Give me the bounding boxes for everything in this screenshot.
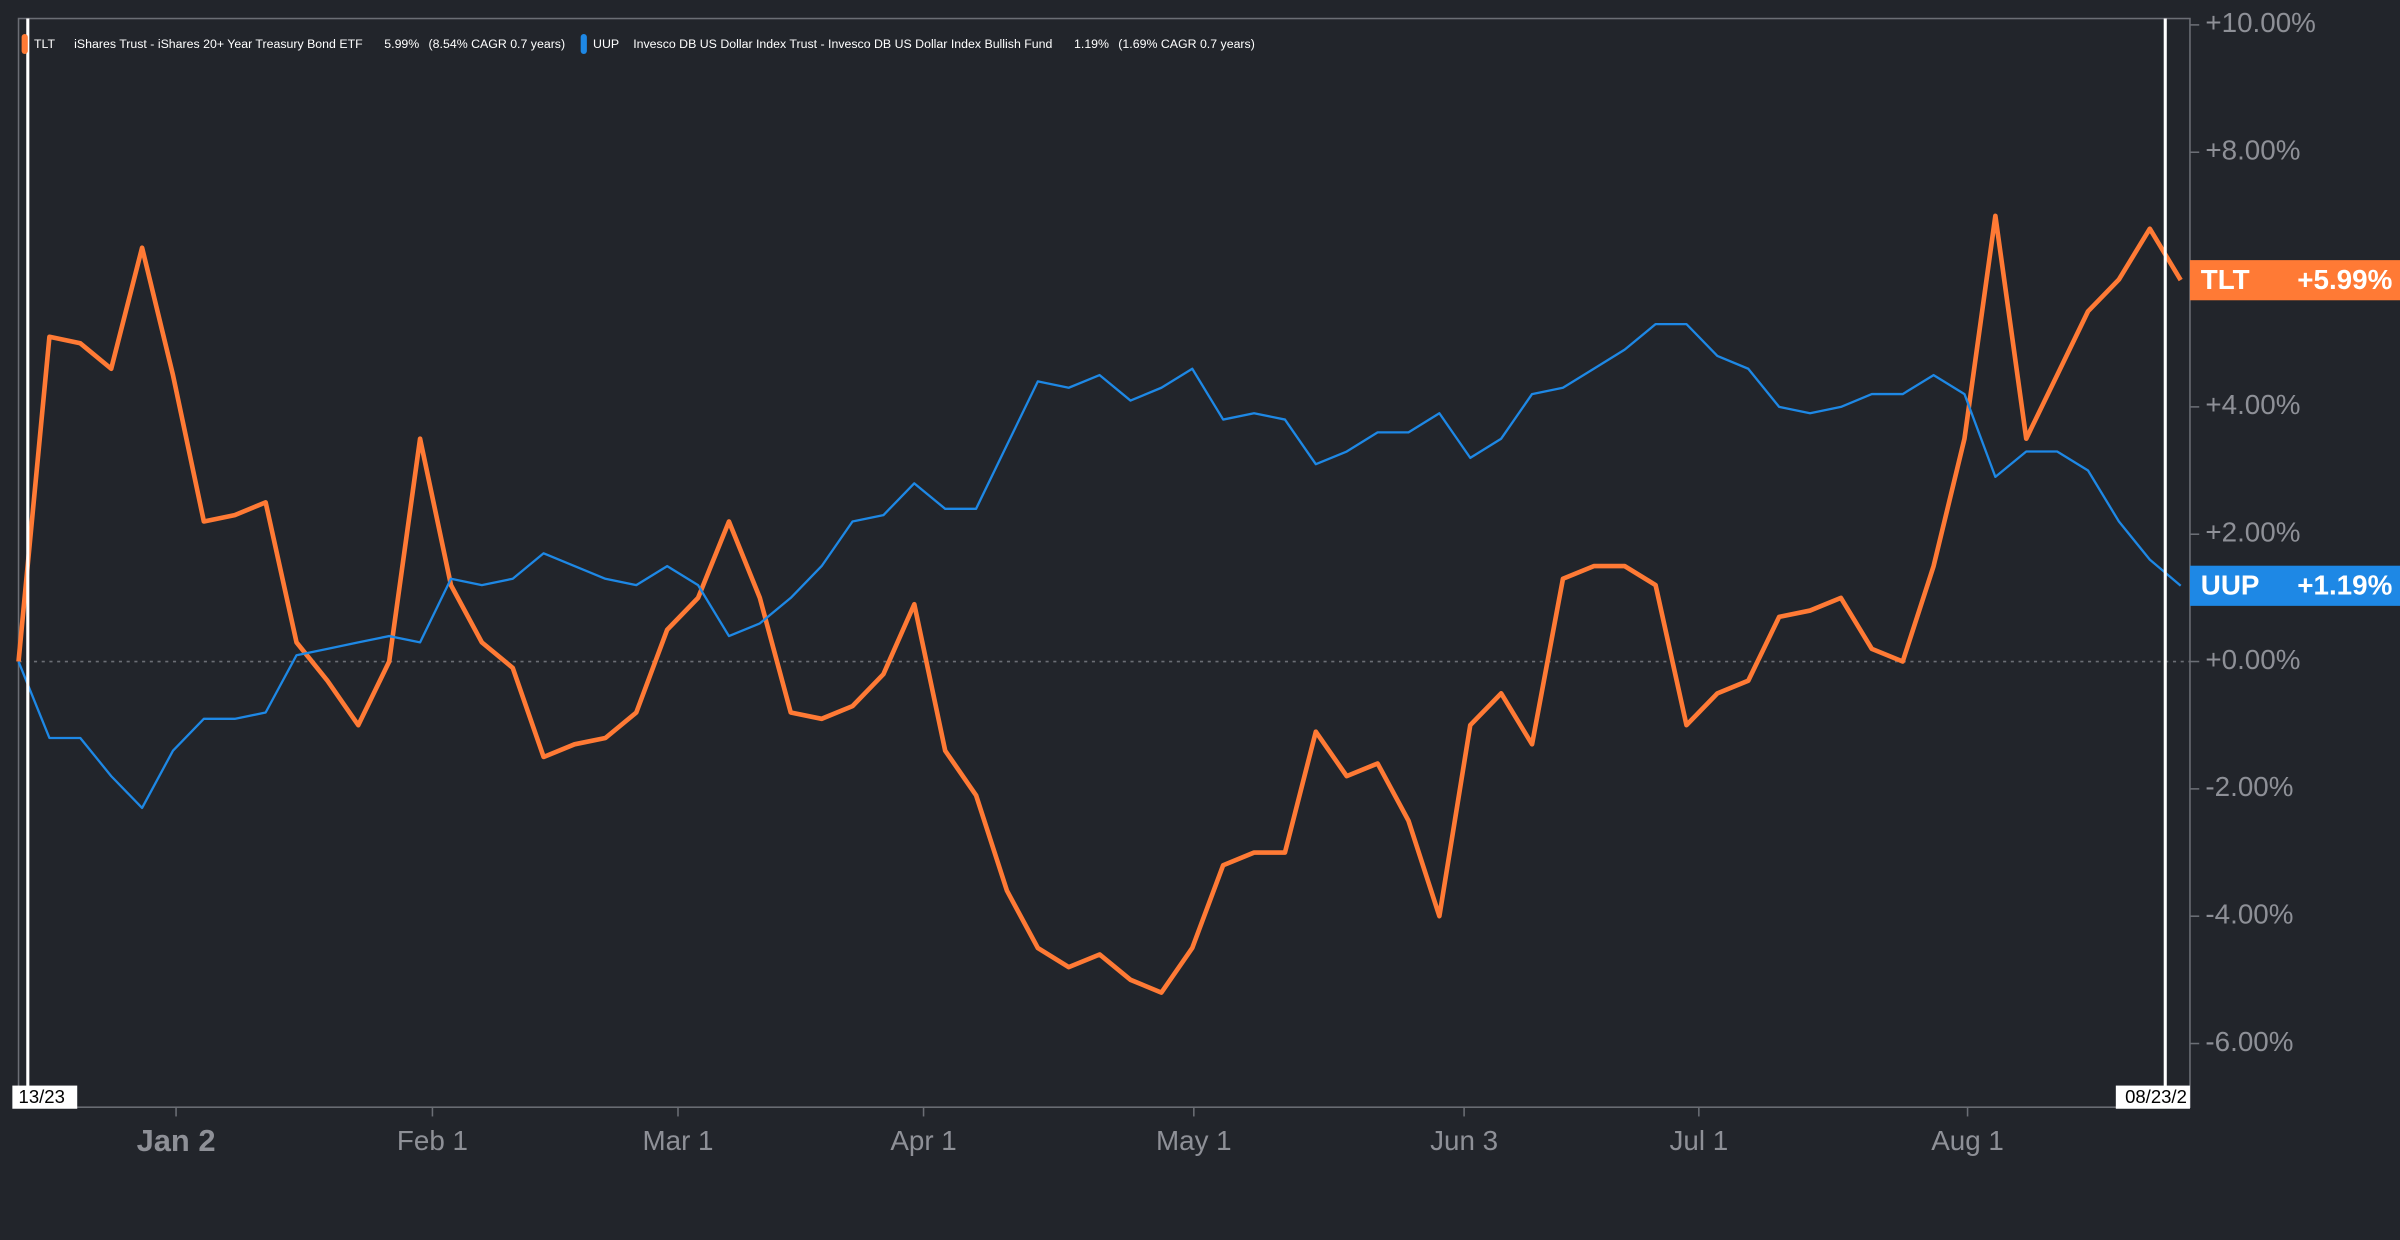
y-tick-label: +4.00% [2205, 389, 2300, 420]
legend-change: 1.19% [1074, 37, 1109, 51]
y-tick-label: +10.00% [2205, 7, 2315, 38]
plot-frame [17, 17, 2191, 1108]
legend-swatch [580, 33, 587, 55]
date-box [2115, 1085, 2190, 1109]
badge-value: +5.99% [2297, 264, 2392, 295]
legend-description: Invesco DB US Dollar Index Trust - Inves… [633, 37, 1052, 51]
y-tick-label: +8.00% [2205, 135, 2300, 166]
x-tick-label: Apr 1 [890, 1125, 956, 1156]
x-tick-label: Mar 1 [642, 1125, 713, 1156]
y-tick-label: +0.00% [2205, 644, 2300, 675]
series-line [17, 322, 2182, 810]
legend-swatch [21, 33, 28, 55]
legend-name: TLT [34, 37, 55, 51]
value-badge [2189, 260, 2400, 301]
start-date: 13/23 [19, 1086, 65, 1107]
x-tick-label: Feb 1 [397, 1125, 468, 1156]
y-tick-label: -2.00% [2205, 771, 2293, 802]
y-tick-label: -4.00% [2205, 899, 2293, 930]
series-line [16, 213, 2183, 995]
x-tick-label: May 1 [1156, 1125, 1232, 1156]
legend-description: iShares Trust - iShares 20+ Year Treasur… [74, 37, 363, 51]
y-tick-label: -6.00% [2205, 1026, 2293, 1057]
legend-cagr: (8.54% CAGR 0.7 years) [429, 37, 566, 51]
date-box [12, 1085, 78, 1109]
y-tick-label: +2.00% [2205, 517, 2300, 548]
x-tick-label: Jul 1 [1669, 1125, 1728, 1156]
end-date: 08/23/2 [2125, 1086, 2187, 1107]
badge-name: TLT [2201, 264, 2250, 295]
badge-name: UUP [2201, 570, 2260, 601]
badge-value: +1.19% [2297, 570, 2392, 601]
value-badge [2189, 565, 2400, 606]
x-tick-label: Jan 2 [137, 1123, 216, 1158]
legend-cagr: (1.69% CAGR 0.7 years) [1118, 37, 1255, 51]
x-tick-label: Jun 3 [1430, 1125, 1498, 1156]
legend-change: 5.99% [384, 37, 419, 51]
x-tick-label: Aug 1 [1931, 1125, 2004, 1156]
legend-name: UUP [593, 37, 619, 51]
